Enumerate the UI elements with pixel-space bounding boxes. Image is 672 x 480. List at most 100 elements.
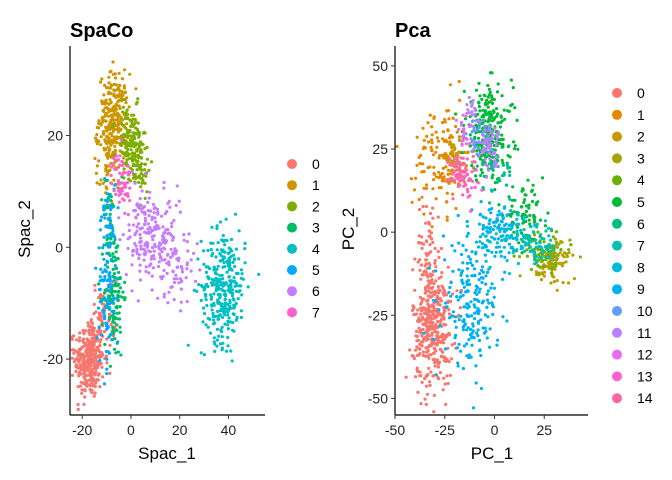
data-point — [450, 177, 454, 181]
data-point — [484, 234, 488, 238]
data-point — [243, 261, 247, 265]
data-point — [174, 252, 178, 256]
data-point — [465, 261, 470, 265]
data-point — [419, 312, 423, 316]
data-point — [470, 186, 474, 190]
data-point — [461, 134, 465, 139]
data-point — [111, 294, 115, 298]
data-point — [110, 162, 114, 166]
data-point — [547, 260, 552, 264]
data-point — [430, 133, 434, 137]
data-point — [503, 255, 507, 259]
data-point — [134, 244, 138, 248]
data-point — [460, 252, 464, 257]
data-point — [75, 338, 79, 342]
data-point — [450, 357, 454, 361]
data-point — [445, 200, 449, 204]
data-point — [116, 340, 120, 344]
data-point — [125, 181, 130, 185]
data-point — [234, 281, 238, 285]
data-point — [481, 130, 485, 134]
data-point — [163, 258, 167, 262]
data-point — [441, 286, 445, 290]
data-point — [97, 159, 101, 163]
data-point — [462, 344, 467, 348]
data-point — [470, 130, 474, 134]
data-point — [537, 244, 541, 249]
series-12 — [454, 111, 472, 147]
data-point — [144, 251, 148, 255]
data-point — [151, 202, 156, 207]
data-point — [169, 255, 173, 260]
data-point — [142, 258, 146, 262]
data-point — [185, 240, 189, 244]
data-point — [470, 331, 474, 335]
data-point — [436, 285, 440, 289]
data-point — [461, 127, 465, 131]
data-point — [102, 204, 106, 208]
data-point — [210, 303, 214, 307]
data-point — [544, 229, 548, 233]
legend-key — [612, 175, 622, 186]
data-point — [536, 247, 540, 251]
data-point — [524, 215, 528, 219]
data-point — [522, 200, 526, 205]
data-point — [107, 81, 111, 85]
data-point — [152, 257, 156, 261]
data-point — [223, 310, 227, 314]
data-point — [430, 280, 434, 284]
data-point — [484, 216, 488, 220]
data-point — [135, 100, 139, 104]
data-point — [527, 218, 531, 222]
data-point — [526, 178, 530, 182]
data-point — [506, 109, 510, 113]
data-point — [442, 293, 446, 297]
data-point — [128, 72, 132, 76]
data-point — [482, 142, 486, 146]
data-point — [142, 222, 147, 226]
data-point — [218, 259, 222, 263]
data-point — [466, 231, 470, 236]
data-point — [459, 273, 463, 277]
data-point — [154, 220, 158, 224]
data-point — [115, 245, 119, 249]
data-point — [455, 295, 459, 299]
data-point — [229, 290, 233, 295]
data-point — [103, 263, 108, 267]
data-point — [153, 206, 157, 210]
data-point — [138, 197, 142, 201]
data-point — [93, 373, 97, 377]
data-point — [465, 342, 469, 346]
data-point — [103, 278, 107, 282]
data-point — [557, 242, 561, 246]
data-point — [477, 222, 482, 226]
data-point — [80, 388, 84, 392]
data-point — [416, 260, 420, 264]
data-point — [465, 187, 469, 191]
data-point — [528, 213, 532, 217]
data-point — [453, 249, 457, 253]
data-point — [93, 357, 97, 362]
data-point — [420, 334, 424, 338]
data-point — [430, 290, 435, 294]
data-point — [111, 320, 115, 324]
data-point — [435, 136, 439, 140]
data-point — [453, 146, 457, 150]
data-point — [175, 277, 179, 281]
data-point — [444, 402, 448, 406]
data-point — [438, 173, 443, 177]
data-point — [135, 149, 139, 153]
data-point — [122, 68, 127, 72]
data-point — [457, 342, 461, 346]
data-point — [543, 219, 548, 223]
data-point — [505, 227, 509, 231]
data-point — [433, 261, 437, 265]
data-point — [140, 189, 144, 193]
data-point — [125, 122, 129, 126]
data-point — [87, 324, 91, 328]
data-point — [209, 293, 213, 297]
x-tick-label: 40 — [221, 422, 237, 438]
data-point — [430, 125, 434, 129]
data-point — [120, 186, 124, 190]
data-point — [489, 286, 493, 290]
